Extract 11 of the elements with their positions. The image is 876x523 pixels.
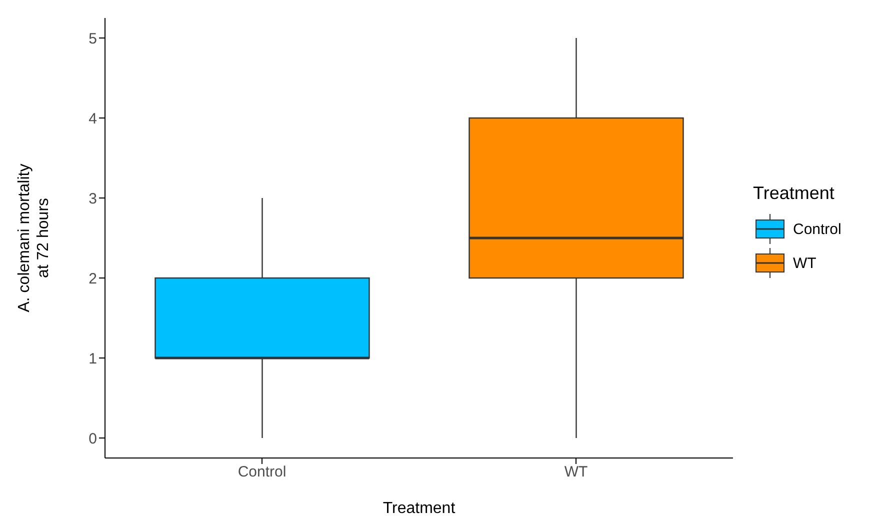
y-tick-label: 1	[88, 350, 97, 368]
legend-label: Control	[793, 220, 842, 238]
y-axis-title: A. colemani mortality at 72 hours	[16, 164, 52, 312]
legend-title: Treatment	[753, 183, 836, 204]
y-tick-label: 2	[88, 270, 97, 288]
y-tick-label: 3	[88, 190, 97, 208]
y-tick-label: 4	[88, 110, 97, 128]
legend-label: WT	[793, 254, 816, 272]
x-axis-title: Treatment	[382, 500, 456, 517]
y-tick-label: 0	[88, 430, 97, 448]
y-tick-label: 5	[88, 30, 97, 48]
